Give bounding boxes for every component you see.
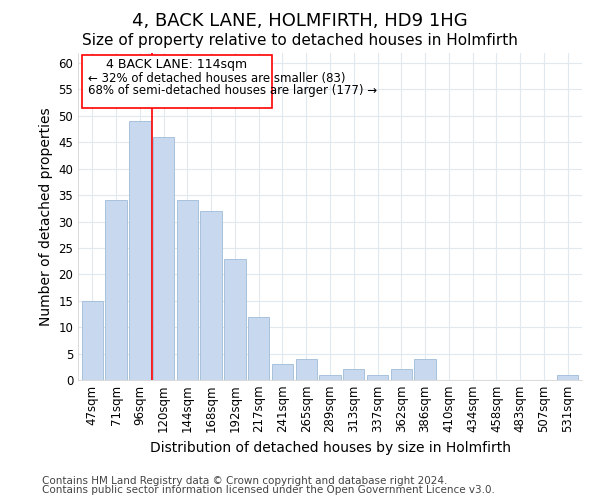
Bar bbox=[272, 364, 293, 380]
Bar bbox=[129, 121, 151, 380]
Bar bbox=[391, 370, 412, 380]
Bar bbox=[200, 211, 222, 380]
Bar bbox=[153, 137, 174, 380]
Bar bbox=[557, 374, 578, 380]
Text: Contains HM Land Registry data © Crown copyright and database right 2024.: Contains HM Land Registry data © Crown c… bbox=[42, 476, 448, 486]
Bar bbox=[82, 301, 103, 380]
Bar bbox=[367, 374, 388, 380]
Text: 68% of semi-detached houses are larger (177) →: 68% of semi-detached houses are larger (… bbox=[88, 84, 377, 97]
Text: 4, BACK LANE, HOLMFIRTH, HD9 1HG: 4, BACK LANE, HOLMFIRTH, HD9 1HG bbox=[132, 12, 468, 30]
Bar bbox=[248, 316, 269, 380]
Y-axis label: Number of detached properties: Number of detached properties bbox=[39, 107, 53, 326]
Bar bbox=[224, 258, 245, 380]
Text: Size of property relative to detached houses in Holmfirth: Size of property relative to detached ho… bbox=[82, 32, 518, 48]
X-axis label: Distribution of detached houses by size in Holmfirth: Distribution of detached houses by size … bbox=[149, 441, 511, 455]
Bar bbox=[319, 374, 341, 380]
Text: ← 32% of detached houses are smaller (83): ← 32% of detached houses are smaller (83… bbox=[88, 72, 345, 85]
Bar bbox=[106, 200, 127, 380]
Bar bbox=[415, 359, 436, 380]
FancyBboxPatch shape bbox=[82, 55, 272, 108]
Bar bbox=[176, 200, 198, 380]
Text: Contains public sector information licensed under the Open Government Licence v3: Contains public sector information licen… bbox=[42, 485, 495, 495]
Bar bbox=[296, 359, 317, 380]
Text: 4 BACK LANE: 114sqm: 4 BACK LANE: 114sqm bbox=[106, 58, 247, 71]
Bar bbox=[343, 370, 364, 380]
